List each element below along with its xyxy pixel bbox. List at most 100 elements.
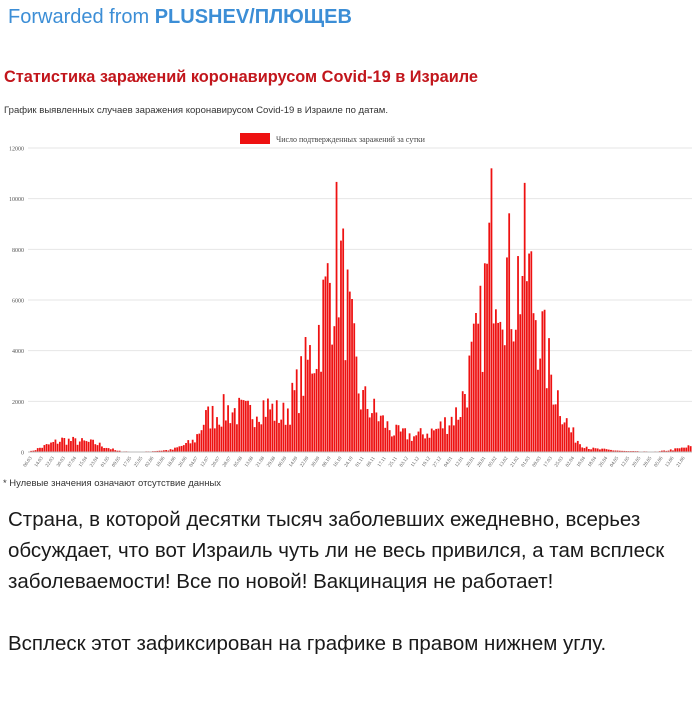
message-paragraph: Всплеск этот зафиксирован на графике в п… (8, 632, 607, 655)
chart-bar (661, 450, 663, 452)
chart-bar (191, 439, 194, 452)
chart-bar (417, 431, 420, 452)
x-tick-label: 01.03 (521, 456, 532, 468)
chart-bar (315, 368, 318, 452)
legend-label: Число подтвержденных заражений за сутки (276, 135, 426, 144)
chart-bar (176, 447, 179, 452)
x-tick-label: 18.04 (587, 456, 598, 468)
chart-bar (441, 428, 444, 452)
channel-name-link[interactable]: PLUSHEV/ПЛЮЩЕВ (154, 6, 352, 28)
chart-bar (512, 341, 515, 452)
chart-bar (346, 269, 349, 452)
y-axis-grid: 0 2000 4000 6000 8000 10000 12000 (9, 147, 692, 457)
chart-bar (410, 440, 413, 452)
chart-bar (103, 448, 106, 452)
x-tick-label: 30.03 (56, 456, 67, 468)
chart-bar (581, 447, 584, 452)
y-tick-label: 6000 (12, 299, 24, 305)
chart-bar (194, 442, 196, 452)
chart-bar (253, 427, 256, 452)
x-tick-label: 09.05 (112, 456, 123, 468)
chart-bar (585, 446, 588, 452)
chart-bar (481, 371, 484, 452)
chart-bar (258, 421, 260, 452)
chart-bar (260, 424, 263, 452)
y-tick-label: 10000 (9, 197, 24, 203)
chart-bar (333, 326, 336, 452)
chart-bar (220, 426, 223, 452)
chart-bar (424, 438, 426, 452)
chart-bar (552, 404, 555, 452)
chart-bar (112, 448, 114, 452)
chart-bar (216, 417, 218, 452)
chart-bar (384, 427, 387, 452)
chart-bar (419, 428, 422, 452)
chart-bar (561, 424, 564, 452)
chart-bar (238, 397, 241, 452)
x-tick-label: 04.07 (189, 456, 200, 468)
chart-bar (304, 337, 307, 452)
x-tick-label: 12.07 (200, 456, 211, 468)
chart-bar (415, 435, 418, 452)
chart-bar (273, 420, 276, 452)
chart-bar (251, 419, 254, 452)
chart-bar (275, 400, 278, 452)
chart-bar (618, 450, 621, 452)
chart-bar (490, 168, 493, 452)
chart-bar (492, 323, 495, 452)
chart-bar (342, 228, 345, 452)
chart-bar (576, 440, 579, 452)
chart-bar (247, 400, 249, 452)
chart-bar (687, 445, 690, 452)
chart-bar (229, 423, 232, 452)
chart-bar (311, 373, 314, 452)
chart-bar (109, 449, 112, 452)
x-tick-label: 13.08 (244, 456, 255, 468)
chart-bar (213, 428, 216, 452)
x-tick-label: 14.03 (34, 456, 45, 468)
chart-bar (676, 448, 679, 452)
x-tick-label: 17.03 (543, 456, 554, 468)
chart-bar (360, 409, 362, 452)
x-tick-label: 13.06 (665, 456, 676, 468)
x-tick-label: 12.01 (455, 456, 466, 468)
chart-bar (612, 450, 615, 452)
chart-bar (382, 415, 384, 452)
chart-bar (596, 448, 599, 452)
chart-bar (364, 386, 367, 452)
chart-bar (351, 299, 353, 452)
x-tick-label: 04.01 (444, 456, 455, 468)
chart-bar (510, 329, 513, 452)
x-tick-label: 17.11 (377, 456, 388, 468)
chart-bar (607, 449, 610, 452)
chart-bar (554, 404, 557, 452)
x-tick-label: 18.06 (167, 456, 178, 468)
chart-bar (514, 329, 517, 452)
chart-bar (368, 417, 371, 452)
chart-bar (517, 256, 519, 452)
x-tick-label: 02.06 (145, 456, 156, 468)
chart-bar (331, 344, 333, 452)
chart-bar (302, 395, 305, 452)
chart-bar (475, 313, 477, 452)
chart-bar (446, 433, 449, 452)
chart-bar (667, 450, 670, 452)
chart-bar (559, 416, 561, 452)
x-tick-label: 21.02 (510, 456, 521, 468)
chart-bar (218, 424, 221, 452)
chart-bar (486, 263, 488, 452)
chart-bar (189, 443, 192, 452)
chart-bar (488, 222, 491, 452)
x-tick-label: 05.02 (488, 456, 499, 468)
chart-bar (375, 412, 378, 452)
chart-bar (565, 418, 568, 452)
chart-bar (202, 424, 205, 452)
chart-bar (182, 445, 185, 452)
chart-bar (601, 448, 604, 452)
x-tick-label: 09.03 (532, 456, 543, 468)
chart-bar (683, 447, 685, 452)
chart-bar (231, 412, 234, 452)
chart-bar (211, 405, 214, 452)
chart-bar (98, 442, 101, 452)
chart-bar (570, 432, 573, 452)
